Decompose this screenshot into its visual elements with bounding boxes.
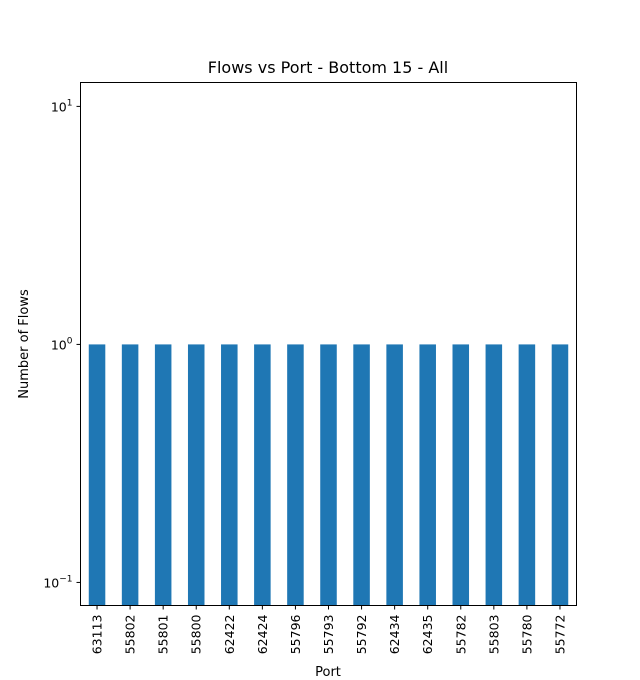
x-tick-label: 55800 — [189, 614, 204, 654]
bar-62434 — [386, 344, 403, 606]
bar-62424 — [254, 344, 271, 606]
bar-55793 — [320, 344, 337, 606]
x-tick-label: 55796 — [288, 614, 303, 654]
chart-title: Flows vs Port - Bottom 15 - All — [208, 58, 448, 77]
bars — [88, 344, 569, 606]
bar-55780 — [518, 344, 536, 606]
bar-63113 — [88, 344, 106, 606]
x-tick-label: 55802 — [123, 615, 138, 655]
y-axis: 10−1 100 101 — [43, 98, 81, 590]
bar-55772 — [551, 344, 569, 606]
bar-55792 — [353, 344, 370, 606]
y-tick-label: 101 — [51, 98, 73, 114]
x-tick-label: 55801 — [156, 615, 171, 655]
bar-55800 — [187, 344, 205, 606]
x-tick-label: 55792 — [354, 615, 369, 655]
bar-55803 — [485, 344, 503, 606]
bar-55796 — [287, 344, 304, 606]
y-tick-label: 10−1 — [43, 574, 72, 590]
x-tick-label: 62422 — [222, 615, 237, 655]
bar-55802 — [121, 344, 139, 606]
x-tick-label: 55793 — [321, 615, 336, 655]
x-tick-label: 55780 — [519, 614, 534, 654]
x-tick-label: 62435 — [420, 615, 435, 655]
x-tick-label: 55782 — [453, 615, 468, 655]
y-tick-label: 100 — [51, 336, 73, 352]
bar-55801 — [154, 344, 172, 606]
x-tick-label: 62424 — [255, 614, 270, 654]
x-tick-label: 62434 — [387, 614, 402, 654]
x-axis: 63113 55802 55801 55800 62422 62424 55796 55793… — [90, 605, 567, 655]
x-axis-label: Port — [315, 665, 341, 680]
x-tick-label: 55772 — [552, 615, 567, 655]
bar-62435 — [419, 344, 436, 606]
bar-62422 — [221, 344, 238, 606]
y-axis-label: Number of Flows — [17, 289, 32, 399]
x-tick-label: 63113 — [90, 615, 105, 655]
x-tick-label: 55803 — [486, 615, 501, 655]
bar-55782 — [452, 344, 470, 606]
